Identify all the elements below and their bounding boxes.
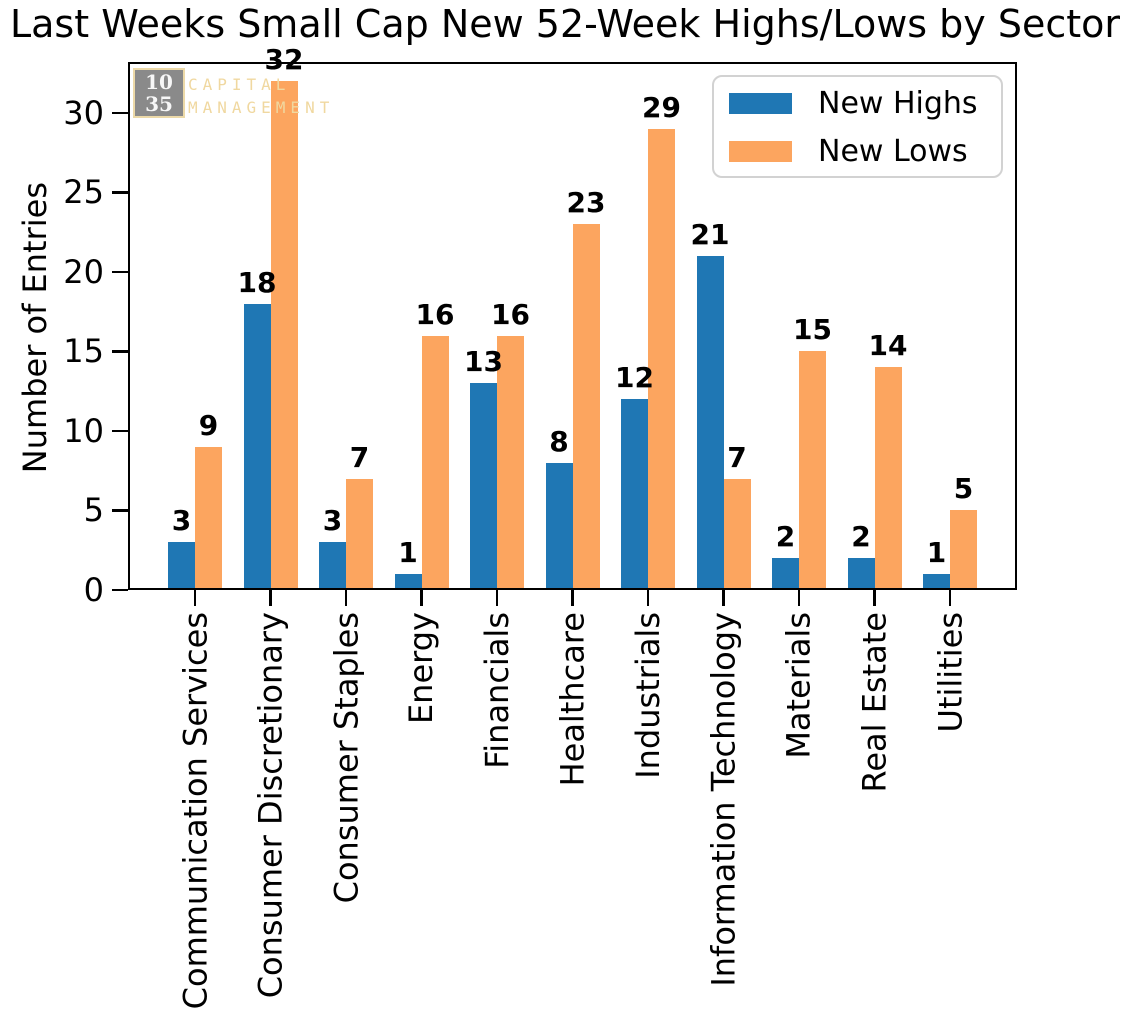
legend-swatch-new-lows (729, 141, 792, 162)
bar-new-lows-healthcare (572, 224, 600, 590)
x-tick-label-consumer-staples: Consumer Staples (327, 612, 365, 904)
x-tick (193, 590, 197, 606)
x-tick (344, 590, 348, 606)
x-tick-label-healthcare: Healthcare (553, 612, 592, 787)
x-tick (420, 590, 423, 606)
y-tick (112, 270, 128, 274)
bar-value-label: 3 (171, 504, 192, 538)
bar-new-lows-real-estate (874, 367, 902, 590)
bar-value-label: 16 (415, 297, 455, 331)
bar-value-label: 2 (851, 520, 871, 554)
x-tick-label-utilities: Utilities (931, 612, 969, 733)
bar-value-label: 21 (690, 218, 730, 252)
watermark-box-line2: 35 (145, 92, 173, 116)
bar-value-label: 8 (549, 424, 569, 458)
watermark-word-line1: CAPITAL (188, 75, 291, 94)
bar-new-highs-utilities (923, 574, 950, 590)
x-tick-label-consumer-discretionary: Consumer Discretionary (251, 612, 290, 999)
bar-new-highs-industrials (621, 399, 648, 590)
y-tick (112, 111, 128, 115)
x-tick-label-energy: Energy (402, 612, 441, 725)
bar-new-lows-energy (421, 335, 449, 590)
bar-new-highs-information-technology (696, 256, 724, 590)
bar-value-label: 23 (566, 186, 606, 220)
bar-value-label: 3 (322, 504, 343, 538)
y-tick-label: 20 (63, 252, 104, 291)
y-tick-label: 5 (83, 491, 104, 530)
legend-label-new-highs: New Highs (818, 86, 978, 121)
bar-value-label: 18 (237, 265, 277, 299)
bar-new-lows-consumer-discretionary (270, 81, 298, 590)
x-tick-label-information-technology: Information Technology (704, 612, 743, 987)
bar-new-highs-financials (470, 383, 497, 590)
bar-new-lows-materials (799, 351, 826, 590)
bar-new-highs-healthcare (545, 462, 573, 590)
legend: New Highs New Lows (712, 75, 1003, 178)
y-tick (112, 191, 128, 194)
x-tick (571, 590, 574, 606)
bar-value-label: 9 (198, 408, 219, 442)
y-tick-label: 25 (63, 173, 104, 212)
x-tick (269, 590, 272, 606)
y-tick (112, 588, 128, 592)
watermark-words: CAPITAL MANAGEMENT (188, 73, 334, 119)
bar-value-label: 7 (727, 440, 747, 474)
bar-new-highs-consumer-discretionary (243, 303, 271, 590)
watermark-logo-box: 10 35 (133, 68, 185, 118)
x-tick-label-industrials: Industrials (629, 612, 667, 779)
x-tick-label-communication-services: Communication Services (176, 612, 214, 1010)
x-tick-label-materials: Materials (780, 612, 818, 759)
bar-new-lows-information-technology (723, 478, 751, 590)
x-tick (722, 590, 725, 606)
legend-label-new-lows: New Lows (818, 134, 968, 169)
y-tick-label: 0 (83, 571, 104, 609)
x-tick (646, 590, 650, 606)
y-tick (112, 509, 128, 512)
y-tick-label: 10 (63, 411, 104, 450)
bar-value-label: 7 (349, 440, 370, 474)
bar-value-label: 1 (398, 536, 418, 570)
x-tick-label-real-estate: Real Estate (855, 612, 894, 793)
x-tick (797, 590, 801, 606)
watermark-box-line1: 10 (145, 70, 173, 94)
bar-new-lows-industrials (648, 128, 675, 590)
bar-new-lows-utilities (950, 510, 977, 590)
x-tick (495, 590, 499, 606)
bar-value-label: 29 (642, 90, 681, 124)
bar-value-label: 32 (264, 43, 304, 77)
x-tick (948, 590, 952, 606)
bar-value-label: 1 (926, 536, 947, 570)
bar-new-highs-materials (772, 558, 799, 590)
y-tick-label: 15 (63, 332, 104, 371)
bar-value-label: 12 (615, 361, 654, 395)
bar-new-lows-financials (497, 335, 524, 590)
bar-new-highs-communication-services (168, 542, 195, 590)
bar-new-highs-consumer-staples (319, 542, 346, 590)
y-axis-label: Number of Entries (16, 181, 54, 474)
legend-swatch-new-highs (729, 93, 792, 114)
bar-new-highs-energy (394, 574, 422, 590)
bar-value-label: 16 (491, 297, 530, 331)
bar-value-label: 2 (775, 520, 796, 554)
bar-value-label: 5 (953, 472, 974, 506)
y-tick-label: 30 (63, 93, 104, 132)
chart-title: Last Weeks Small Cap New 52-Week Highs/L… (9, 2, 1121, 46)
x-tick-label-financials: Financials (478, 612, 516, 769)
bar-new-lows-communication-services (195, 446, 222, 590)
bar-value-label: 13 (464, 345, 503, 379)
y-tick (112, 350, 128, 353)
bar-value-label: 14 (868, 329, 908, 363)
bar-value-label: 15 (793, 313, 832, 347)
watermark-word-line2: MANAGEMENT (188, 98, 335, 117)
bar-new-highs-real-estate (847, 558, 875, 590)
y-tick (112, 429, 128, 433)
bar-new-lows-consumer-staples (346, 478, 373, 590)
x-tick (873, 590, 876, 606)
